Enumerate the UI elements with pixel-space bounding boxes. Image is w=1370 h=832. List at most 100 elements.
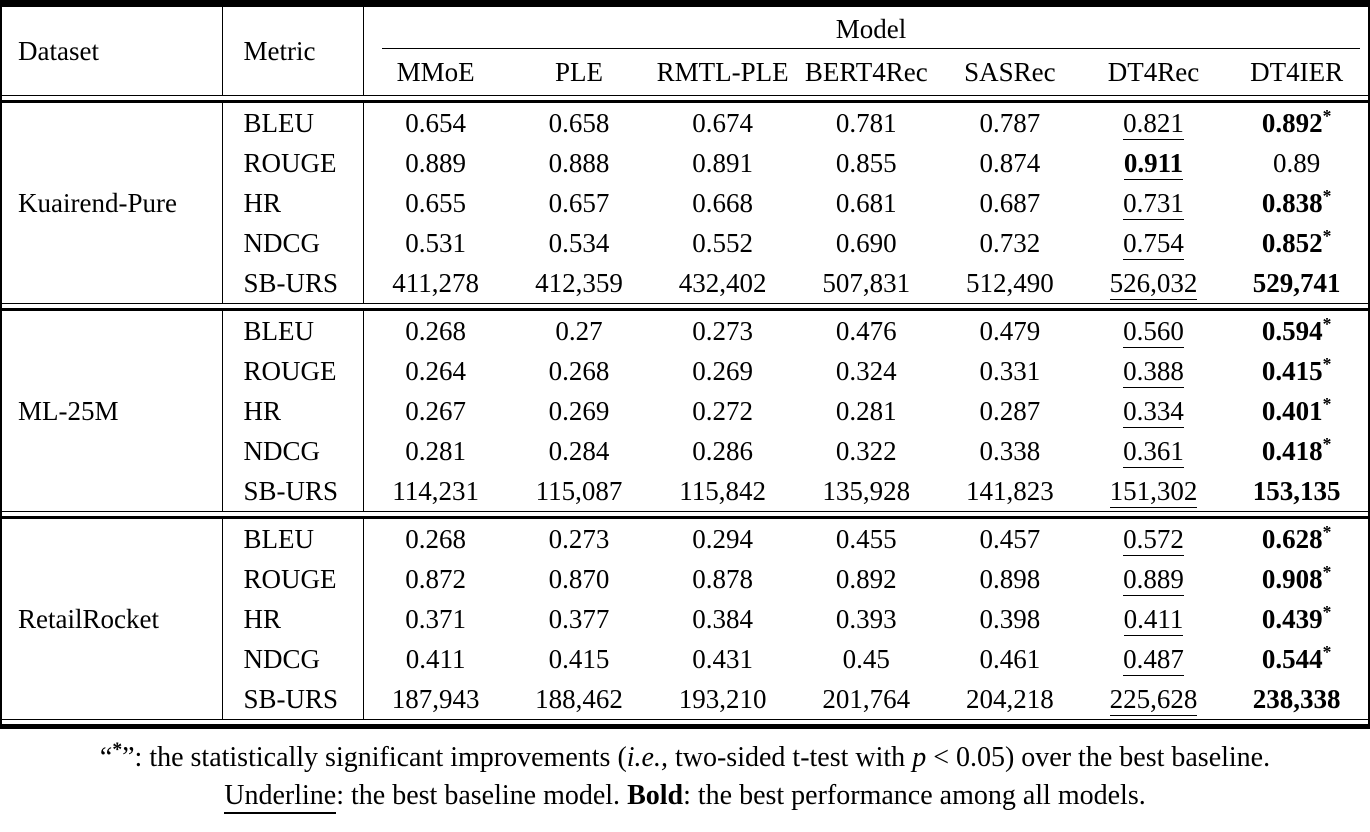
metric-cell: HR bbox=[222, 391, 365, 431]
value-cell: 0.572 bbox=[1082, 518, 1226, 560]
value-text: 0.281 bbox=[405, 435, 467, 466]
value-text: 432,402 bbox=[678, 267, 767, 298]
value-cell: 0.544* bbox=[1225, 639, 1369, 679]
model-column-header: MMoE bbox=[396, 56, 475, 87]
metric-cell: NDCG bbox=[222, 431, 365, 471]
value-text: 225,628 bbox=[1109, 683, 1198, 716]
value-cell: 0.781 bbox=[794, 102, 938, 144]
value-cell: 204,218 bbox=[938, 679, 1082, 720]
value-cell: 0.594* bbox=[1225, 310, 1369, 352]
table-row: Kuairend-Pure BLEU 0.654 0.658 0.674 0.781 0.7… bbox=[1, 101, 1369, 304]
value-cell: 0.628* bbox=[1225, 518, 1369, 560]
footnote-segment: two-sided t-test with bbox=[667, 742, 913, 773]
value-cell: 0.754 bbox=[1082, 223, 1226, 263]
value-cell: 0.411 bbox=[364, 639, 508, 679]
value-cell: 0.287 bbox=[938, 391, 1082, 431]
value-text: 0.322 bbox=[835, 435, 897, 466]
value-text: 0.870 bbox=[548, 563, 610, 594]
value-cell: 0.658 bbox=[507, 102, 651, 144]
value-text: 0.687 bbox=[979, 187, 1041, 218]
metric-cell: SB-URS bbox=[222, 263, 365, 304]
table-footnote: “*”: the statistically significant impro… bbox=[0, 739, 1370, 815]
metric-cell: SB-URS bbox=[222, 471, 365, 512]
dataset-cell: RetailRocket bbox=[1, 517, 224, 720]
value-text: 0.361 bbox=[1123, 435, 1184, 468]
value-cell: 0.401* bbox=[1225, 391, 1369, 431]
value-text: 0.401 bbox=[1261, 395, 1323, 426]
metric-cell: HR bbox=[222, 599, 365, 639]
value-text: 0.872 bbox=[405, 563, 467, 594]
value-cell: 0.657 bbox=[507, 183, 651, 223]
value-text: 188,462 bbox=[535, 683, 623, 714]
value-cell: 0.415 bbox=[507, 639, 651, 679]
metric-cell: NDCG bbox=[222, 639, 365, 679]
value-cell: 0.654 bbox=[364, 102, 508, 144]
value-text: 507,831 bbox=[822, 267, 911, 298]
value-text: 0.754 bbox=[1123, 227, 1184, 260]
significance-star: * bbox=[1322, 185, 1332, 206]
value-text: 0.476 bbox=[835, 315, 897, 346]
value-text: 0.418 bbox=[1261, 435, 1323, 466]
value-cell: 0.269 bbox=[507, 391, 651, 431]
value-cell: 0.273 bbox=[651, 310, 795, 352]
value-cell: 0.874 bbox=[938, 143, 1082, 183]
value-text: 0.898 bbox=[979, 563, 1041, 594]
value-cell: 526,032 bbox=[1082, 263, 1226, 304]
value-text: 0.377 bbox=[548, 603, 610, 634]
value-text: 411,278 bbox=[392, 267, 480, 298]
value-cell: 0.269 bbox=[651, 351, 795, 391]
value-text: 0.411 bbox=[1123, 603, 1184, 636]
value-cell: 0.821 bbox=[1082, 102, 1226, 144]
value-cell: 0.324 bbox=[794, 351, 938, 391]
table-row: ROUGE 0.889 0.888 0.891 0.855 0.874 0.911 0.89 bbox=[1, 143, 1369, 183]
value-text: 204,218 bbox=[966, 683, 1054, 714]
value-text: 0.657 bbox=[548, 187, 610, 218]
value-cell: 0.457 bbox=[938, 518, 1082, 560]
section-rule bbox=[1, 511, 1369, 519]
value-cell: 0.377 bbox=[507, 599, 651, 639]
section-rule-line bbox=[1, 95, 1369, 103]
value-cell: 0.787 bbox=[938, 102, 1082, 144]
value-text: 0.681 bbox=[835, 187, 897, 218]
value-text: 0.888 bbox=[548, 147, 610, 178]
value-text: 0.45 bbox=[842, 643, 890, 674]
metric-cell: SB-URS bbox=[222, 679, 365, 720]
value-cell: 0.272 bbox=[651, 391, 795, 431]
section-rule-line bbox=[1, 511, 1369, 519]
value-cell: 0.431 bbox=[651, 639, 795, 679]
value-cell: 0.892 bbox=[794, 559, 938, 599]
value-text: 0.338 bbox=[979, 435, 1041, 466]
footnote-segment: Bold bbox=[627, 780, 684, 811]
significance-star: * bbox=[1322, 105, 1332, 126]
value-text: 0.787 bbox=[979, 107, 1041, 138]
value-text: 141,823 bbox=[966, 475, 1054, 506]
value-cell: 0.384 bbox=[651, 599, 795, 639]
value-text: 0.461 bbox=[979, 643, 1041, 674]
footnote-segment: Underline bbox=[224, 780, 337, 814]
value-cell: 238,338 bbox=[1225, 679, 1369, 720]
value-text: 0.287 bbox=[979, 395, 1041, 426]
value-text: 201,764 bbox=[822, 683, 911, 714]
value-cell: 432,402 bbox=[651, 263, 795, 304]
table-row: NDCG 0.411 0.415 0.431 0.45 0.461 0.487 0.544* bbox=[1, 639, 1369, 679]
value-cell: 0.911 bbox=[1082, 143, 1226, 183]
table-row: HR 0.655 0.657 0.668 0.681 0.687 0.731 0.838* bbox=[1, 183, 1369, 223]
value-cell: 529,741 bbox=[1225, 263, 1369, 304]
value-cell: 0.461 bbox=[938, 639, 1082, 679]
metric-cell: BLEU bbox=[222, 517, 365, 559]
value-text: 0.479 bbox=[979, 315, 1041, 346]
value-cell: 115,842 bbox=[651, 471, 795, 512]
value-cell: 0.455 bbox=[794, 518, 938, 560]
value-cell: 0.476 bbox=[794, 310, 938, 352]
value-text: 0.294 bbox=[692, 523, 754, 554]
value-cell: 0.439* bbox=[1225, 599, 1369, 639]
value-text: 0.487 bbox=[1123, 643, 1184, 676]
value-cell: 0.838* bbox=[1225, 183, 1369, 223]
value-cell: 412,359 bbox=[507, 263, 651, 304]
value-text: 0.371 bbox=[405, 603, 467, 634]
table-body: Kuairend-Pure BLEU 0.654 0.658 0.674 0.781 0.7… bbox=[1, 95, 1369, 728]
value-text: 529,741 bbox=[1252, 267, 1341, 298]
footnote-segment: ”: the statistically significant improve… bbox=[122, 742, 627, 773]
value-cell: 411,278 bbox=[364, 263, 508, 304]
value-text: 0.331 bbox=[979, 355, 1041, 386]
